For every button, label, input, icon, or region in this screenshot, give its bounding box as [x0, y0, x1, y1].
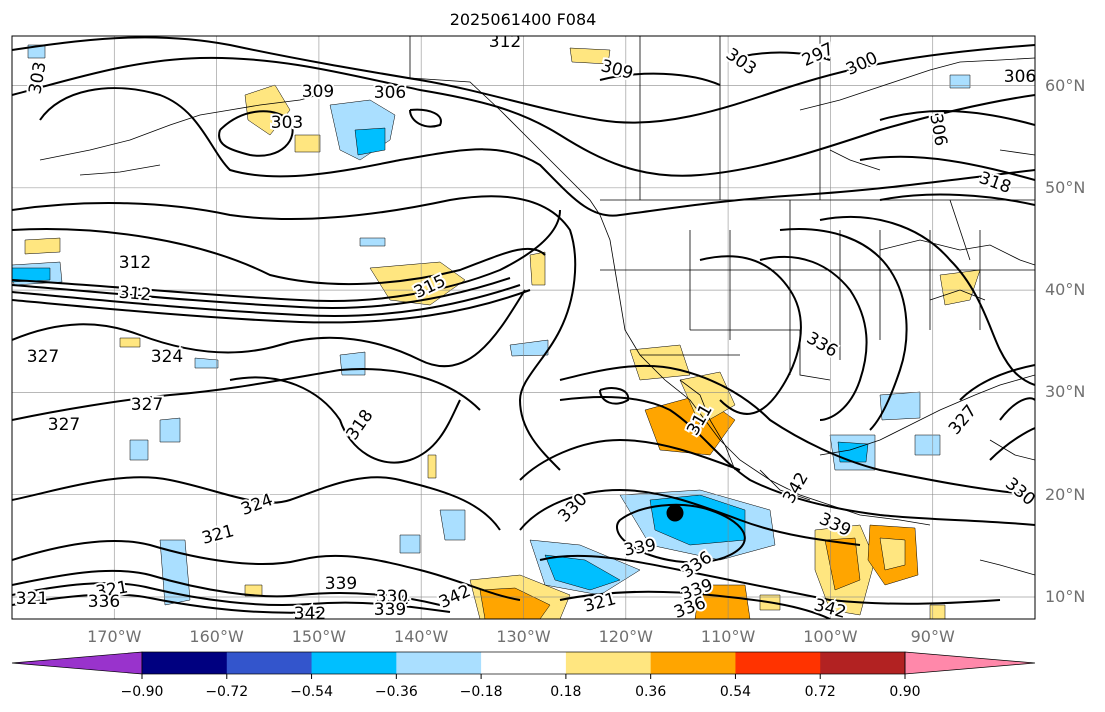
colorbar-tick-label: 0.90: [889, 684, 921, 700]
contour-label: 327: [27, 347, 59, 367]
colorbar-tick-label: 0.18: [550, 684, 582, 700]
longitude-label: 150°W: [291, 627, 347, 646]
colorbar-bin: [565, 652, 652, 674]
colorbar-bin: [226, 652, 313, 674]
colorbar: [11, 651, 1036, 679]
contour-label: 306: [374, 83, 406, 103]
contour-label: 321: [94, 577, 129, 602]
latitude-label: 20°N: [1045, 484, 1086, 504]
contour-label: 327: [48, 415, 80, 435]
longitude-label: 120°W: [598, 627, 653, 646]
contour-label: 327: [131, 395, 163, 415]
latitude-label: 40°N: [1045, 280, 1086, 300]
colorbar-bin: [142, 652, 228, 674]
colorbar-bin: [311, 652, 397, 674]
graticule: [12, 36, 1035, 619]
contour-label: 324: [378, 589, 410, 609]
colorbar-bin: [820, 652, 906, 674]
colorbar-bin: [650, 652, 736, 674]
contour-label: 321: [16, 589, 48, 609]
contour-label: 303: [271, 113, 303, 133]
colorbar-tick-label: 0.36: [635, 684, 667, 700]
longitude-label: 90°W: [910, 627, 955, 646]
contour-label: 336: [88, 592, 120, 612]
colorbar-extend-min: [11, 651, 143, 675]
latitude-label: 10°N: [1045, 587, 1086, 606]
colorbar-frame: [141, 651, 906, 675]
contour-label: 330: [376, 587, 408, 607]
contour-label: 306: [1004, 67, 1036, 87]
contour-label: 312: [119, 253, 151, 273]
contour-label: 312: [118, 283, 152, 306]
shaded-field: [12, 44, 981, 619]
colorbar-tick-label: −0.18: [459, 684, 503, 700]
longitude-label: 110°W: [700, 627, 756, 646]
longitude-label: 160°W: [189, 627, 244, 646]
latitude-label: 60°N: [1045, 75, 1086, 95]
contour-label: 342: [294, 604, 326, 624]
colorbar-tick-label: 0.54: [719, 684, 752, 700]
longitude-label: 140°W: [394, 627, 449, 646]
contour-label: 324: [151, 347, 183, 367]
map-frame: [11, 35, 1036, 620]
longitude-label: 170°W: [87, 627, 142, 646]
contour-lines: [12, 36, 1035, 619]
latitude-label: 50°N: [1045, 177, 1086, 197]
colorbar-extend-max: [904, 651, 1036, 675]
colorbar-tick-label: −0.36: [374, 684, 418, 700]
colorbar-tick-label: 0.72: [804, 684, 836, 700]
contour-label: 339: [374, 600, 406, 620]
colorbar-tick-label: −0.72: [205, 684, 249, 700]
colorbar-tick-label: −0.54: [290, 684, 333, 700]
colorbar-bin: [481, 652, 567, 674]
storm-position-marker: [666, 504, 684, 522]
colorbar-tick-label: −0.90: [120, 684, 164, 700]
map-title: 2025061400 F084: [449, 10, 597, 29]
coastlines: [39, 36, 1035, 576]
contour-label: 312: [489, 32, 521, 52]
colorbar-bin: [396, 652, 482, 674]
longitude-label: 130°W: [496, 627, 551, 646]
contour-label: 339: [325, 574, 357, 594]
contour-label: 309: [302, 82, 334, 102]
colorbar-bin: [735, 652, 821, 674]
latitude-label: 30°N: [1045, 382, 1086, 402]
longitude-label: 100°W: [803, 627, 858, 646]
